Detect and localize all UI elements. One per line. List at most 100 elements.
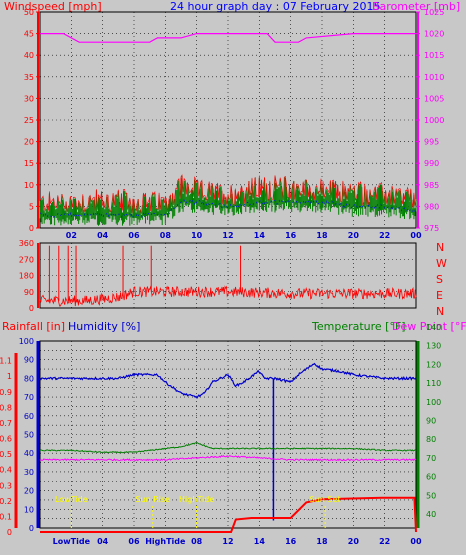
hour-tick-label: 18 bbox=[316, 537, 328, 546]
rainfall-tick-label: 0.5 bbox=[0, 450, 12, 459]
windspeed-tick-label: 30 bbox=[24, 94, 34, 103]
rainfall-tick-label: 0.3 bbox=[0, 481, 12, 490]
hour-tick-label: 02 bbox=[66, 231, 77, 240]
compass-label: S bbox=[436, 273, 443, 286]
barometer-tick-label: 1005 bbox=[424, 94, 444, 103]
temperature-tick-label: 50 bbox=[426, 491, 436, 500]
temperature-tick-label: 70 bbox=[426, 454, 436, 463]
hour-tick-label: 20 bbox=[348, 231, 360, 240]
rainfall-tick-label: 0.6 bbox=[0, 435, 12, 444]
windspeed-tick-label: 50 bbox=[24, 8, 34, 17]
hour-tick-label: 08 bbox=[160, 231, 172, 240]
hour-tick-label: HighTide bbox=[145, 537, 186, 546]
barometer-axis-label: Barometer [mb] bbox=[372, 0, 460, 13]
hour-tick-label: 22 bbox=[379, 537, 390, 546]
dewpoint-series bbox=[39, 454, 417, 462]
hour-tick-label: 18 bbox=[316, 231, 328, 240]
rainfall-tick-label: 0.2 bbox=[0, 497, 12, 506]
windspeed-tick-label: 35 bbox=[24, 73, 34, 82]
barometer-tick-label: 980 bbox=[424, 202, 439, 211]
direction-tick-label: 0 bbox=[29, 304, 34, 313]
barometer-tick-label: 990 bbox=[424, 159, 439, 168]
rainfall-tick-label: 0.7 bbox=[0, 419, 12, 428]
hour-tick-label: 08 bbox=[191, 537, 203, 546]
temperature-tick-label: 80 bbox=[426, 435, 436, 444]
rainfall-tick-label: 1.1 bbox=[0, 357, 12, 366]
barometer-tick-label: 985 bbox=[424, 181, 439, 190]
hour-tick-label: 16 bbox=[285, 537, 297, 546]
hour-tick-label: 00 bbox=[410, 537, 422, 546]
direction-tick-label: 270 bbox=[19, 255, 34, 264]
humidity-tick-label: 40 bbox=[24, 449, 34, 458]
humidity-tick-label: 30 bbox=[24, 468, 34, 477]
windspeed-tick-label: 10 bbox=[24, 181, 34, 190]
hour-tick-label: 12 bbox=[222, 231, 233, 240]
barometer-tick-label: 1010 bbox=[424, 73, 444, 82]
hour-tick-label: LowTide bbox=[53, 537, 91, 546]
direction-series bbox=[39, 285, 417, 307]
compass-label: E bbox=[436, 289, 443, 302]
windspeed-tick-label: 25 bbox=[24, 116, 34, 125]
dewpoint-axis-label: Dew Point [°F] bbox=[392, 320, 466, 333]
compass-label: N bbox=[436, 241, 444, 254]
compass-label: N bbox=[436, 305, 444, 318]
windspeed-tick-label: 45 bbox=[24, 30, 34, 39]
annotation-label: LowTide bbox=[55, 495, 88, 504]
temperature-axis-label: Temperature [°F] bbox=[311, 320, 406, 333]
humidity-tick-label: 80 bbox=[24, 374, 34, 383]
humidity-tick-label: 10 bbox=[24, 505, 34, 514]
rainfall-tick-label: 1 bbox=[7, 372, 12, 381]
temperature-tick-label: 120 bbox=[426, 360, 441, 369]
direction-tick-label: 360 bbox=[19, 239, 34, 248]
annotation-label: Sun Set bbox=[310, 495, 341, 504]
hour-tick-label: 14 bbox=[254, 537, 266, 546]
rainfall-tick-label: 0.1 bbox=[0, 512, 12, 521]
hour-tick-label: 16 bbox=[285, 231, 297, 240]
hour-tick-label: 06 bbox=[128, 231, 140, 240]
rainfall-axis-label: Rainfall [in] bbox=[2, 320, 65, 333]
hour-tick-label: 10 bbox=[191, 231, 203, 240]
barometer-tick-label: 975 bbox=[424, 224, 439, 233]
annotation-label: Sun Rise bbox=[135, 495, 170, 504]
hour-tick-label: 12 bbox=[222, 537, 233, 546]
hour-tick-label: 04 bbox=[97, 537, 109, 546]
direction-tick-label: 90 bbox=[24, 288, 34, 297]
barometer-tick-label: 995 bbox=[424, 138, 439, 147]
chart-title: 24 hour graph day : 07 February 2015 bbox=[170, 0, 381, 13]
rainfall-series bbox=[40, 496, 417, 533]
temperature-series bbox=[39, 442, 417, 454]
hour-tick-label: 06 bbox=[128, 537, 140, 546]
barometer-tick-label: 1020 bbox=[424, 30, 444, 39]
barometer-tick-label: 1000 bbox=[424, 116, 444, 125]
humidity-series bbox=[39, 362, 417, 399]
compass-label: W bbox=[436, 257, 447, 270]
windspeed-axis-label: Windspeed [mph] bbox=[4, 0, 102, 13]
temperature-tick-label: 130 bbox=[426, 342, 441, 351]
temperature-tick-label: 100 bbox=[426, 398, 441, 407]
direction-tick-label: 180 bbox=[19, 272, 34, 281]
barometer-tick-label: 1025 bbox=[424, 8, 444, 17]
barometer-series bbox=[40, 32, 416, 43]
hour-tick-label: 20 bbox=[348, 537, 360, 546]
windspeed-tick-label: 15 bbox=[24, 159, 34, 168]
barometer-tick-label: 1015 bbox=[424, 51, 444, 60]
temperature-tick-label: 110 bbox=[426, 379, 441, 388]
temperature-tick-label: 60 bbox=[426, 473, 436, 482]
humidity-tick-label: 20 bbox=[24, 487, 34, 496]
windspeed-tick-label: 20 bbox=[24, 138, 34, 147]
humidity-tick-label: 100 bbox=[19, 337, 34, 346]
humidity-tick-label: 90 bbox=[24, 356, 34, 365]
rainfall-tick-label: 0.8 bbox=[0, 403, 12, 412]
temperature-tick-label: 140 bbox=[426, 323, 441, 332]
humidity-tick-label: 60 bbox=[24, 412, 34, 421]
humidity-tick-label: 70 bbox=[24, 393, 34, 402]
temperature-tick-label: 90 bbox=[426, 417, 436, 426]
windspeed-tick-label: 5 bbox=[29, 202, 34, 211]
hour-tick-label: 04 bbox=[97, 231, 109, 240]
hour-tick-label: 22 bbox=[379, 231, 390, 240]
humidity-axis-label: Humidity [%] bbox=[68, 320, 140, 333]
hour-tick-label: 00 bbox=[410, 231, 422, 240]
annotation-label: HighTide bbox=[179, 495, 214, 504]
humidity-tick-label: 0 bbox=[29, 524, 34, 533]
